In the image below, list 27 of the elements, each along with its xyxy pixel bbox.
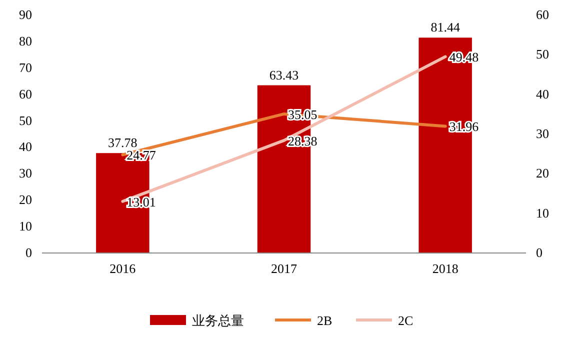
legend-label: 2C [398, 313, 414, 328]
y2-tick-label: 10 [536, 205, 549, 220]
legend-label: 业务总量 [192, 313, 244, 328]
x-tick-label: 2017 [271, 261, 298, 276]
y2-tick-label: 0 [536, 245, 542, 260]
data-label: 35.05 [288, 106, 318, 122]
y-tick-label: 60 [19, 86, 32, 102]
x-tick-label: 2016 [110, 261, 136, 276]
y2-tick-label: 50 [536, 46, 549, 62]
y-tick-label: 0 [26, 245, 32, 260]
x-tick-label: 2018 [432, 261, 458, 276]
legend-label: 2B [317, 313, 332, 328]
y-tick-label: 80 [19, 33, 32, 48]
y2-tick-label: 30 [536, 126, 549, 141]
y-tick-label: 10 [19, 218, 32, 234]
y2-tick-label: 40 [536, 86, 549, 102]
y-tick-label: 40 [19, 139, 32, 154]
data-label: 37.78 [108, 135, 138, 150]
data-label: 63.43 [269, 67, 299, 82]
y-tick-label: 50 [19, 112, 32, 128]
y-tick-label: 90 [19, 7, 32, 22]
y2-tick-label: 60 [536, 7, 549, 22]
data-label: 81.44 [430, 20, 460, 35]
y-tick-label: 20 [19, 192, 32, 208]
y-tick-label: 70 [19, 60, 32, 75]
y-tick-label: 30 [19, 166, 32, 181]
y2-tick-label: 20 [536, 166, 549, 181]
